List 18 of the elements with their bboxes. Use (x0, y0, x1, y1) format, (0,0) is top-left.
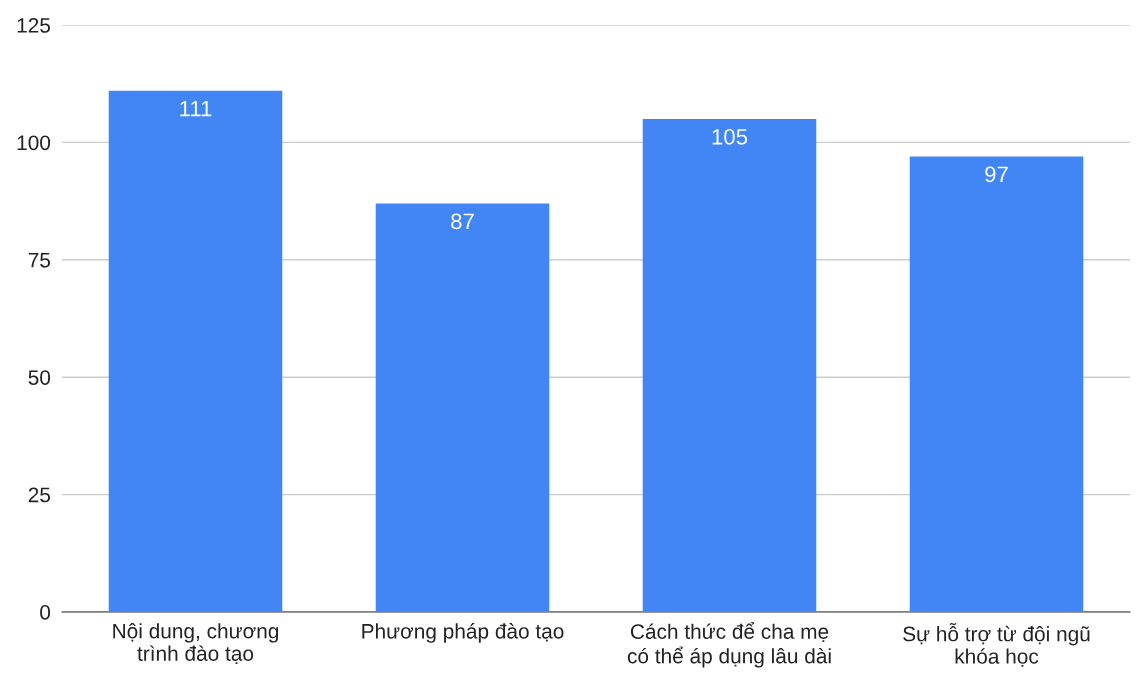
x-tick-label: Nội dung, chương trình đào tạo (113, 623, 279, 664)
y-tick-label: 75 (28, 253, 51, 268)
bar (909, 156, 1084, 612)
y-tick-label: 0 (40, 605, 51, 620)
x-tick-label: Phương pháp đào tạo (362, 623, 564, 643)
y-tick-label: 100 (17, 135, 51, 151)
data-label: 97 (985, 166, 1008, 183)
data-label: 87 (451, 213, 474, 230)
bar (108, 90, 283, 612)
y-tick-label: 125 (17, 18, 51, 33)
y-tick-label: 50 (28, 370, 51, 385)
x-tick-label: Cách thức để cha mẹ có thể áp dụng lâu dài (627, 621, 831, 668)
data-label: 111 (180, 100, 212, 117)
y-tick-label: 25 (28, 487, 51, 503)
x-tick-label: Sự hỗ trợ từ đội ngũ khóa học (903, 623, 1090, 667)
bar (642, 118, 817, 612)
data-label: 105 (712, 128, 748, 145)
bar (375, 203, 550, 612)
